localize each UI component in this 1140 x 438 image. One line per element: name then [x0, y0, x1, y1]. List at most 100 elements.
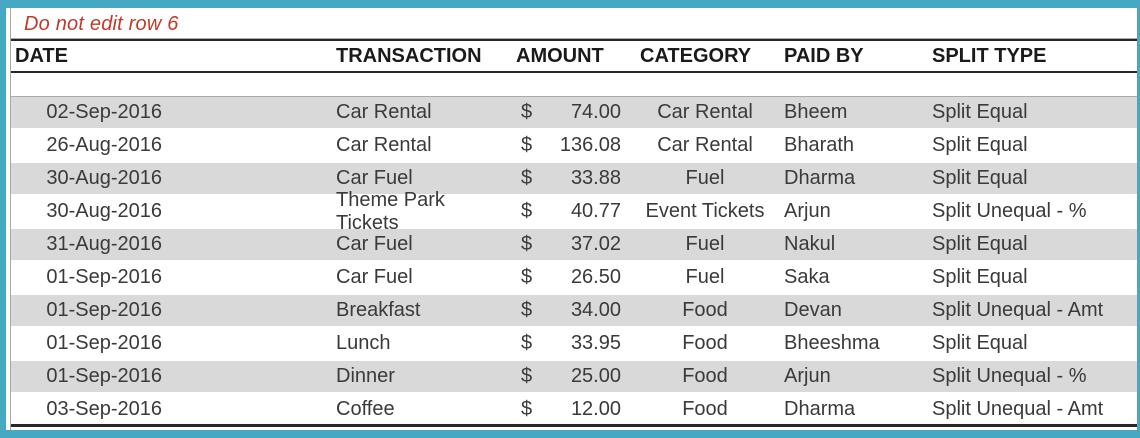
cell-transaction[interactable]: Car Rental	[336, 101, 432, 123]
cell-transaction[interactable]: Car Fuel	[336, 233, 413, 255]
cell-paid-by[interactable]: Arjun	[784, 200, 831, 222]
cell-date[interactable]: 30-Aug-2016	[46, 167, 162, 189]
cell-amount[interactable]: $ 33.88	[505, 167, 631, 190]
cell-split-type[interactable]: Split Unequal - %	[932, 200, 1087, 222]
currency-symbol: $	[521, 299, 533, 321]
cell-transaction[interactable]: Dinner	[336, 365, 395, 387]
cell-category[interactable]: Car Rental	[657, 134, 753, 156]
amount-value: 74.00	[570, 101, 621, 123]
cell-category[interactable]: Car Rental	[657, 101, 753, 123]
cell-split-type[interactable]: Split Equal	[932, 101, 1028, 123]
cell-split-type[interactable]: Split Equal	[932, 266, 1028, 288]
cell-transaction[interactable]: Lunch	[336, 332, 391, 354]
currency-symbol: $	[521, 233, 533, 255]
cell-category[interactable]: Fuel	[685, 167, 725, 189]
cell-split-type[interactable]: Split Unequal - Amt	[932, 397, 1104, 420]
cell-date[interactable]: 02-Sep-2016	[46, 101, 162, 123]
expense-table: Do not edit row 6 DATE TRANSACTION AMOUN…	[10, 8, 1137, 430]
cell-date[interactable]: 03-Sep-2016	[46, 397, 162, 420]
currency-symbol: $	[521, 332, 533, 354]
cell-paid-by[interactable]: Bheeshma	[784, 332, 880, 354]
amount-value: 33.88	[570, 167, 621, 189]
worksheet: Do not edit row 6 DATE TRANSACTION AMOUN…	[6, 8, 1137, 430]
cell-amount[interactable]: $ 74.00	[505, 101, 631, 124]
table-body: 02-Sep-2016 Car Rental $ 74.00 Car Renta…	[11, 97, 1137, 427]
cell-date[interactable]: 01-Sep-2016	[46, 332, 162, 354]
cell-paid-by[interactable]: Bharath	[784, 134, 855, 156]
table-row: 26-Aug-2016 Car Rental $ 136.08 Car Rent…	[11, 130, 1137, 163]
cell-split-type[interactable]: Split Equal	[932, 233, 1028, 255]
cell-category[interactable]: Event Tickets	[645, 200, 765, 222]
cell-transaction[interactable]: Car Rental	[336, 134, 432, 156]
cell-transaction[interactable]: Coffee	[336, 397, 395, 420]
cell-date[interactable]: 31-Aug-2016	[46, 233, 162, 255]
cell-paid-by[interactable]: Bheem	[784, 101, 848, 123]
currency-symbol: $	[521, 397, 533, 420]
cell-category[interactable]: Fuel	[685, 266, 725, 288]
cell-amount[interactable]: $ 136.08	[505, 134, 631, 157]
cell-date[interactable]: 01-Sep-2016	[46, 299, 162, 321]
table-row: 01-Sep-2016 Car Fuel $ 26.50 Fuel Saka S…	[11, 262, 1137, 295]
cell-amount[interactable]: $ 26.50	[505, 266, 631, 289]
cell-amount[interactable]: $ 33.95	[505, 332, 631, 355]
header-cell-transaction[interactable]: TRANSACTION	[336, 44, 482, 67]
cell-paid-by[interactable]: Dharma	[784, 167, 856, 189]
cell-amount[interactable]: $ 34.00	[505, 299, 631, 322]
cell-category[interactable]: Food	[682, 365, 728, 387]
cell-date[interactable]: 01-Sep-2016	[46, 365, 162, 387]
cell-split-type[interactable]: Split Equal	[932, 332, 1028, 354]
table-row: 01-Sep-2016 Breakfast $ 34.00 Food Devan…	[11, 295, 1137, 328]
cell-transaction[interactable]: Theme Park Tickets	[336, 188, 445, 234]
cell-transaction[interactable]: Car Fuel	[336, 167, 413, 189]
cell-split-type[interactable]: Split Equal	[932, 134, 1028, 156]
cell-split-type[interactable]: Split Equal	[932, 167, 1028, 189]
cell-paid-by[interactable]: Nakul	[784, 233, 836, 255]
amount-value: 12.00	[570, 397, 621, 420]
currency-symbol: $	[521, 200, 533, 222]
cell-paid-by[interactable]: Dharma	[784, 397, 856, 420]
cell-transaction[interactable]: Car Fuel	[336, 266, 413, 288]
amount-value: 34.00	[570, 299, 621, 321]
cell-amount[interactable]: $ 12.00	[505, 398, 631, 421]
warning-note-cell[interactable]: Do not edit row 6	[24, 12, 179, 35]
cell-category[interactable]: Food	[682, 332, 728, 354]
cell-split-type[interactable]: Split Unequal - Amt	[932, 299, 1104, 321]
table-row: 03-Sep-2016 Coffee $ 12.00 Food Dharma S…	[11, 394, 1137, 427]
cell-amount[interactable]: $ 40.77	[505, 200, 631, 223]
table-header-row: DATE TRANSACTION AMOUNT CATEGORY PAID BY…	[11, 39, 1137, 73]
amount-value: 40.77	[570, 200, 621, 222]
cell-paid-by[interactable]: Saka	[784, 266, 830, 288]
amount-value: 26.50	[570, 266, 621, 288]
currency-symbol: $	[521, 134, 533, 156]
header-cell-paid-by[interactable]: PAID BY	[784, 44, 864, 67]
cell-category[interactable]: Food	[682, 397, 728, 420]
amount-value: 37.02	[570, 233, 621, 255]
cell-transaction[interactable]: Breakfast	[336, 299, 421, 321]
cell-category[interactable]: Food	[682, 299, 728, 321]
warning-note-row: Do not edit row 6	[11, 10, 1137, 39]
table-row: 01-Sep-2016 Dinner $ 25.00 Food Arjun Sp…	[11, 361, 1137, 394]
cell-amount[interactable]: $ 37.02	[505, 233, 631, 256]
currency-symbol: $	[521, 101, 533, 123]
cell-split-type[interactable]: Split Unequal - %	[932, 365, 1087, 387]
cell-paid-by[interactable]: Devan	[784, 299, 842, 321]
table-row: 02-Sep-2016 Car Rental $ 74.00 Car Renta…	[11, 97, 1137, 130]
header-cell-split-type[interactable]: SPLIT TYPE	[932, 44, 1047, 67]
header-cell-date[interactable]: DATE	[15, 44, 68, 67]
cell-category[interactable]: Fuel	[685, 233, 725, 255]
header-cell-category[interactable]: CATEGORY	[640, 44, 752, 67]
currency-symbol: $	[521, 266, 533, 288]
currency-symbol: $	[521, 365, 533, 387]
cell-amount[interactable]: $ 25.00	[505, 365, 631, 388]
cell-date[interactable]: 01-Sep-2016	[46, 266, 162, 288]
protected-spacer-row	[11, 73, 1137, 97]
cell-date[interactable]: 30-Aug-2016	[46, 200, 162, 222]
amount-value: 25.00	[570, 365, 621, 387]
cell-paid-by[interactable]: Arjun	[784, 365, 831, 387]
currency-symbol: $	[521, 167, 533, 189]
table-row: 30-Aug-2016 Car Fuel $ 33.88 Fuel Dharma…	[11, 163, 1137, 196]
amount-value: 136.08	[559, 134, 621, 156]
header-cell-amount[interactable]: AMOUNT	[516, 44, 604, 67]
cell-date[interactable]: 26-Aug-2016	[46, 134, 162, 156]
